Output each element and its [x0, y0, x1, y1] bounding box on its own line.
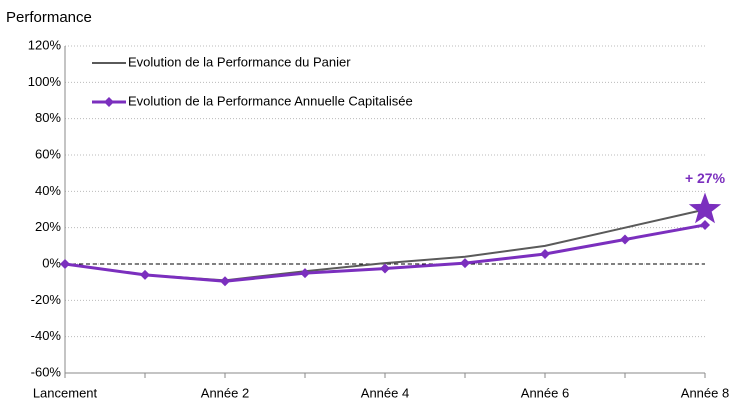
legend-label: Evolution de la Performance du Panier — [128, 54, 351, 69]
legend-label: Evolution de la Performance Annuelle Cap… — [128, 93, 413, 108]
y-tick-label: 80% — [35, 110, 61, 125]
x-tick-label: Lancement — [33, 385, 98, 400]
marker — [60, 259, 70, 269]
y-tick-label: -60% — [31, 364, 62, 379]
x-tick-label: Année 4 — [361, 385, 409, 400]
x-tick-label: Année 6 — [521, 385, 569, 400]
y-tick-label: 20% — [35, 219, 61, 234]
annotation-star — [688, 192, 722, 224]
y-axis-title: Performance — [6, 9, 92, 26]
legend-marker — [104, 97, 114, 107]
marker — [700, 219, 710, 230]
marker — [380, 263, 390, 274]
marker — [540, 249, 550, 260]
y-tick-label: 60% — [35, 146, 61, 161]
annotation: + 27% — [685, 170, 726, 186]
x-tick-label: Année 8 — [681, 385, 729, 400]
marker — [460, 258, 470, 269]
marker — [220, 276, 230, 287]
y-tick-label: 120% — [28, 37, 62, 52]
y-tick-label: 40% — [35, 183, 61, 198]
marker — [140, 269, 150, 280]
y-tick-label: 0% — [42, 255, 61, 270]
marker — [620, 234, 630, 245]
marker — [300, 268, 310, 279]
y-tick-label: 100% — [28, 74, 62, 89]
x-tick-label: Année 2 — [201, 385, 249, 400]
y-tick-label: -40% — [31, 328, 62, 343]
y-tick-label: -20% — [31, 292, 62, 307]
